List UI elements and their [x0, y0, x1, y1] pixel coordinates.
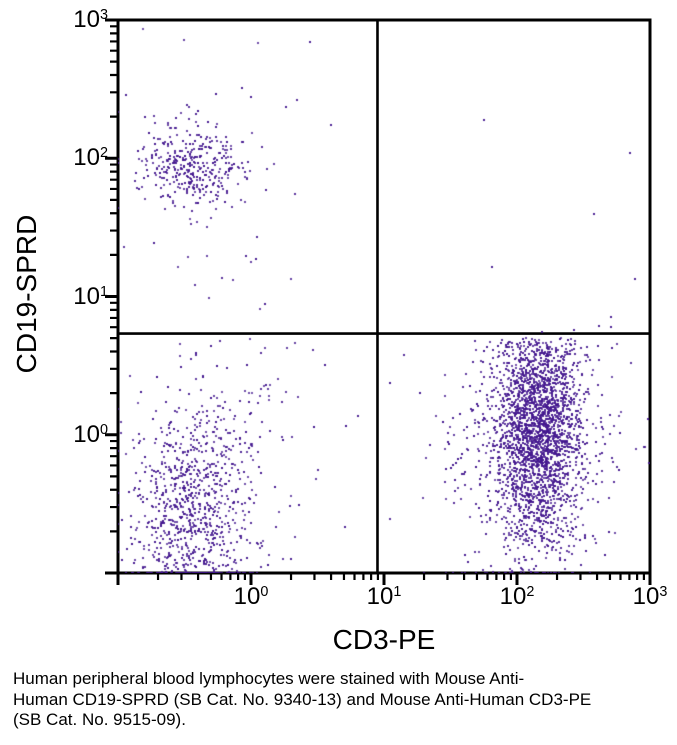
y-tick-label: 100	[73, 420, 108, 448]
y-tick-label: 103	[73, 6, 108, 33]
caption-line-3: (SB Cat. No. 9515-09).	[13, 710, 186, 729]
scatter-plot: 100 101 102 103 100 101 102 103 CD3-PE CD19-SPR…	[11, 6, 668, 656]
major-ticks	[105, 18, 652, 585]
scatter-dots-canvas	[118, 20, 650, 573]
y-tick-label: 102	[73, 144, 108, 172]
x-tick-label: 102	[499, 583, 535, 610]
x-axis-title: CD3-PE	[332, 624, 436, 655]
figure-caption: Human peripheral blood lymphocytes were …	[13, 669, 591, 731]
x-tick-label: 100	[233, 583, 269, 610]
caption-line-1: Human peripheral blood lymphocytes were …	[13, 669, 525, 688]
minor-ticks	[110, 25, 646, 580]
y-axis-title: CD19-SPRD	[11, 214, 42, 374]
x-tick-label: 103	[632, 583, 668, 610]
caption-line-2: Human CD19-SPRD (SB Cat. No. 9340-13) an…	[13, 689, 592, 709]
y-tick-label: 101	[73, 282, 108, 310]
x-tick-label: 101	[366, 583, 402, 610]
